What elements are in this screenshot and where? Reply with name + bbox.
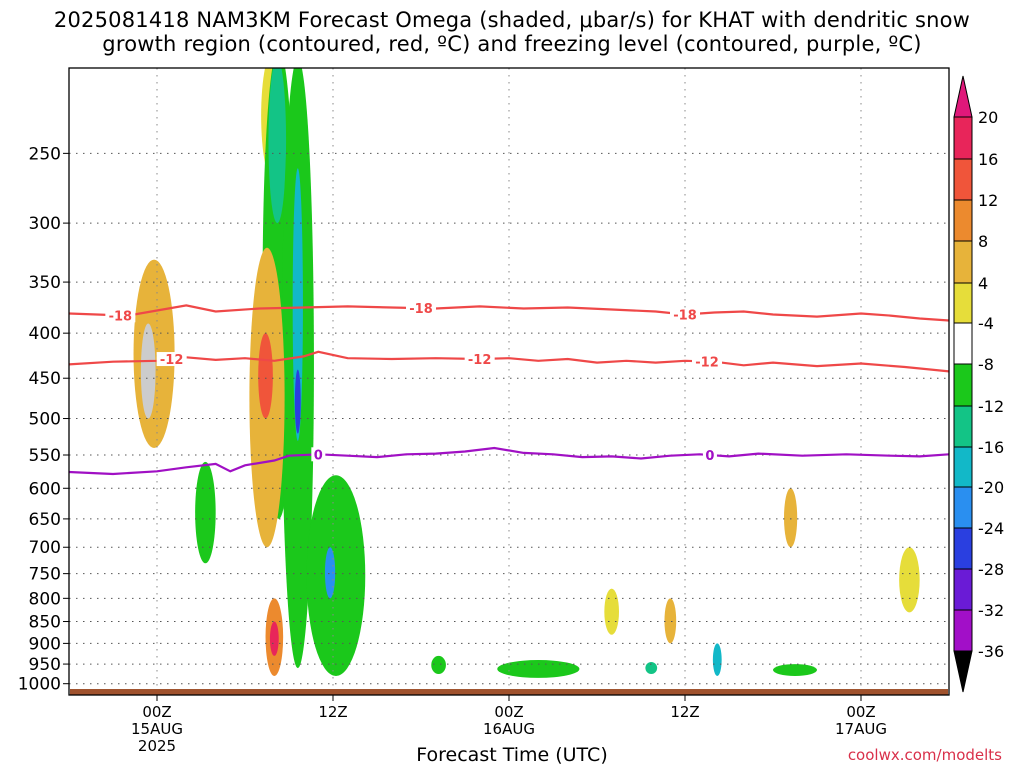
omega-region-13 [324, 547, 336, 599]
colorbar-bin-7 [953, 405, 973, 448]
colorbar-label-2: 12 [978, 191, 998, 210]
colorbar-bin-1 [953, 158, 973, 201]
omega-region-6 [292, 168, 303, 441]
contour-label-bg [406, 301, 436, 316]
y-tick-label-700: 700 [29, 538, 61, 558]
contour-line-0 [69, 446, 949, 476]
omega-region-11 [269, 621, 279, 656]
x-tick-label-18-0: 12Z [318, 703, 347, 721]
colorbar-label-5: -4 [978, 314, 994, 333]
contour-line--18 [69, 304, 949, 322]
colorbar-label-7: -12 [978, 397, 1004, 416]
colorbar-bin-12 [953, 609, 973, 652]
y-tick-label-850: 850 [29, 613, 61, 633]
omega-region-20 [604, 588, 620, 635]
colorbar-bin-2 [953, 199, 973, 242]
y-tick-label-400: 400 [29, 324, 61, 344]
y-tick-label-1000: 1000 [18, 675, 61, 695]
colorbar-label-3: 8 [978, 232, 988, 251]
colorbar-bin-0 [953, 116, 973, 160]
omega-region-23 [899, 547, 920, 613]
omega-region-22 [784, 488, 798, 548]
y-tick-label-750: 750 [29, 565, 61, 585]
contour-label-bg [105, 308, 136, 323]
y-tick-label-950: 950 [29, 655, 61, 675]
y-tick-label-350: 350 [29, 273, 61, 293]
contour-label--18-0: -18 [109, 309, 133, 324]
colorbar-label-4: 4 [978, 274, 988, 293]
colorbar-bin-3 [953, 240, 973, 284]
colorbar-top-arrow [953, 75, 973, 118]
chart-title-line1: 2025081418 NAM3KM Forecast Omega (shaded… [53, 8, 971, 32]
y-tick-label-800: 800 [29, 589, 61, 609]
contour-label-bg [670, 307, 700, 322]
contour-label-bg [464, 352, 495, 367]
contour-label--18-1: -18 [409, 302, 433, 317]
y-tick-label-550: 550 [29, 446, 61, 466]
omega-region-14 [195, 461, 216, 564]
colorbar-label-13: -36 [978, 642, 1004, 661]
y-tick-label-300: 300 [29, 214, 61, 234]
y-tick-label-650: 650 [29, 510, 61, 530]
contour-label--12-2: -12 [695, 355, 719, 370]
colorbar-bin-11 [953, 568, 973, 611]
colorbar-label-6: -8 [978, 355, 994, 374]
omega-region-4 [268, 68, 287, 224]
contour-label-bg [156, 352, 187, 367]
y-tick-label-600: 600 [29, 479, 61, 499]
contour-line--12 [69, 350, 949, 373]
y-tick-label-500: 500 [29, 410, 61, 430]
colorbar-bin-4 [953, 282, 973, 324]
omega-region-1 [140, 323, 156, 419]
omega-region-16 [497, 660, 580, 678]
ground-strip [70, 689, 948, 695]
colorbar-label-12: -32 [978, 601, 1004, 620]
colorbar-label-0: 20 [978, 108, 998, 127]
omega-region-15 [431, 655, 446, 675]
colorbar-label-8: -16 [978, 438, 1004, 457]
credit-text[interactable]: coolwx.com/modelts [847, 746, 1002, 764]
x-axis-label: Forecast Time (UTC) [416, 744, 608, 766]
omega-region-7 [294, 369, 301, 434]
contour-label-0-0: 0 [314, 448, 323, 463]
x-tick-label-6-1: 15AUG [131, 720, 183, 738]
colorbar-label-11: -28 [978, 560, 1004, 579]
colorbar-bin-5 [953, 322, 973, 365]
colorbar-bin-8 [953, 446, 973, 488]
contour-label-bg [311, 447, 326, 462]
x-tick-label-30-1: 16AUG [483, 720, 535, 738]
x-tick-label-30-0: 00Z [494, 703, 523, 721]
x-tick-label-6-2: 2025 [138, 737, 176, 755]
contour-label--12-1: -12 [468, 353, 492, 368]
omega-region-17 [645, 662, 658, 675]
x-tick-label-54-0: 00Z [846, 703, 875, 721]
omega-region-12 [306, 475, 366, 676]
contour-label--18-2: -18 [673, 309, 697, 324]
x-tick-label-42-0: 12Z [670, 703, 699, 721]
x-tick-label-54-1: 17AUG [835, 720, 887, 738]
colorbar-bin-10 [953, 527, 973, 570]
x-tick-label-6-0: 00Z [142, 703, 171, 721]
omega-region-19 [773, 664, 817, 676]
colorbar-label-9: -20 [978, 478, 1004, 497]
chart-title-line2: growth region (contoured, red, ºC) and f… [102, 32, 922, 56]
colorbar-bottom-arrow [953, 650, 973, 693]
contour-label-bg [702, 448, 717, 463]
omega-region-18 [712, 643, 722, 676]
colorbar-bin-6 [953, 363, 973, 407]
contour-label--12-0: -12 [160, 353, 184, 368]
contour-label-0-1: 0 [705, 449, 714, 464]
colorbar-label-1: 16 [978, 150, 998, 169]
contour-label-bg [692, 354, 722, 369]
y-tick-label-900: 900 [29, 634, 61, 654]
y-tick-label-450: 450 [29, 369, 61, 389]
omega-region-9 [258, 333, 273, 419]
y-tick-label-250: 250 [29, 144, 61, 164]
colorbar-label-10: -24 [978, 519, 1004, 538]
colorbar-bin-9 [953, 486, 973, 529]
omega-region-21 [664, 598, 677, 644]
